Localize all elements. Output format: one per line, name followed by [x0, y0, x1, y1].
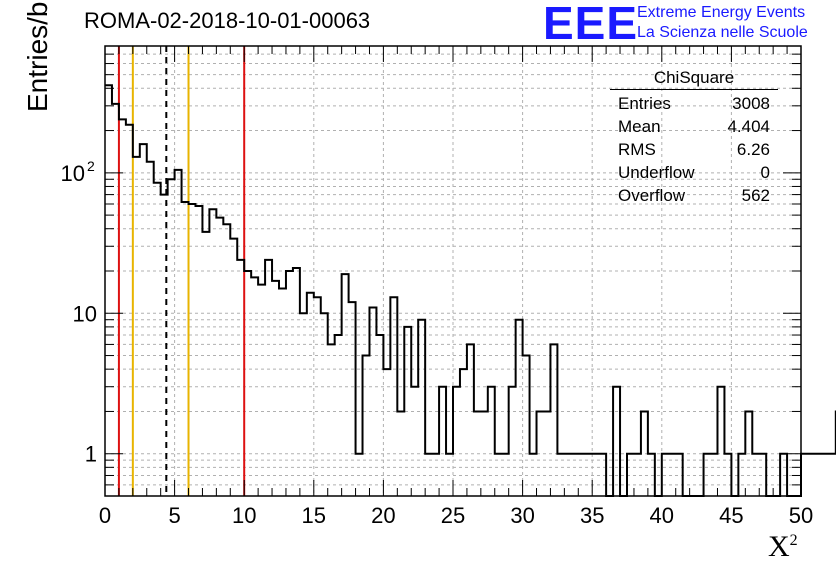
x-tick-label: 30 — [510, 503, 534, 528]
x-axis-label-base: X — [768, 530, 790, 563]
y-tick-label-exponent: 2 — [87, 158, 95, 174]
stats-value: 562 — [741, 186, 770, 205]
stats-row: Entries 3008 — [610, 92, 778, 115]
stats-label: Mean — [618, 117, 661, 136]
stats-label: Underflow — [618, 163, 695, 182]
stats-box: ChiSquare Entries 3008 Mean 4.404 RMS 6.26 … — [610, 68, 778, 207]
y-tick-label: 1 — [85, 442, 97, 467]
x-tick-label: 45 — [719, 503, 743, 528]
x-tick-label: 10 — [232, 503, 256, 528]
x-tick-label: 15 — [302, 503, 326, 528]
stats-value: 6.26 — [736, 140, 770, 159]
x-tick-label: 5 — [168, 503, 180, 528]
stats-title: ChiSquare — [610, 68, 778, 90]
chart-title: ROMA-02-2018-10-01-00063 — [84, 8, 371, 33]
y-tick-label: 10 — [73, 301, 97, 326]
y-tick-label: 10 — [61, 161, 85, 186]
stats-row: Overflow 562 — [610, 184, 778, 207]
stats-row: Mean 4.404 — [610, 115, 778, 138]
x-axis-label-exponent: 2 — [789, 532, 798, 549]
logo-line-1: Extreme Energy Events — [637, 4, 806, 21]
eee-logo: EEE — [543, 0, 639, 49]
x-axis-label: X2 — [768, 530, 798, 564]
stats-row: Underflow 0 — [610, 161, 778, 184]
x-tick-label: 25 — [441, 503, 465, 528]
x-tick-label: 50 — [789, 503, 813, 528]
x-tick-label: 0 — [99, 503, 111, 528]
stats-value: 3008 — [732, 94, 770, 113]
x-tick-label: 40 — [650, 503, 674, 528]
stats-value: 4.404 — [727, 117, 770, 136]
x-tick-label: 35 — [580, 503, 604, 528]
logo-line-2: La Scienza nelle Scuole — [637, 24, 808, 41]
x-tick-label: 20 — [371, 503, 395, 528]
stats-label: Entries — [618, 94, 671, 113]
stats-label: Overflow — [618, 186, 686, 205]
y-axis-label: Entries/bin — [22, 0, 53, 112]
logo-caption: Extreme Energy Events La Scienza nelle S… — [637, 3, 808, 43]
stats-label: RMS — [618, 140, 656, 159]
stats-row: RMS 6.26 — [610, 138, 778, 161]
stats-value: 0 — [760, 163, 770, 182]
